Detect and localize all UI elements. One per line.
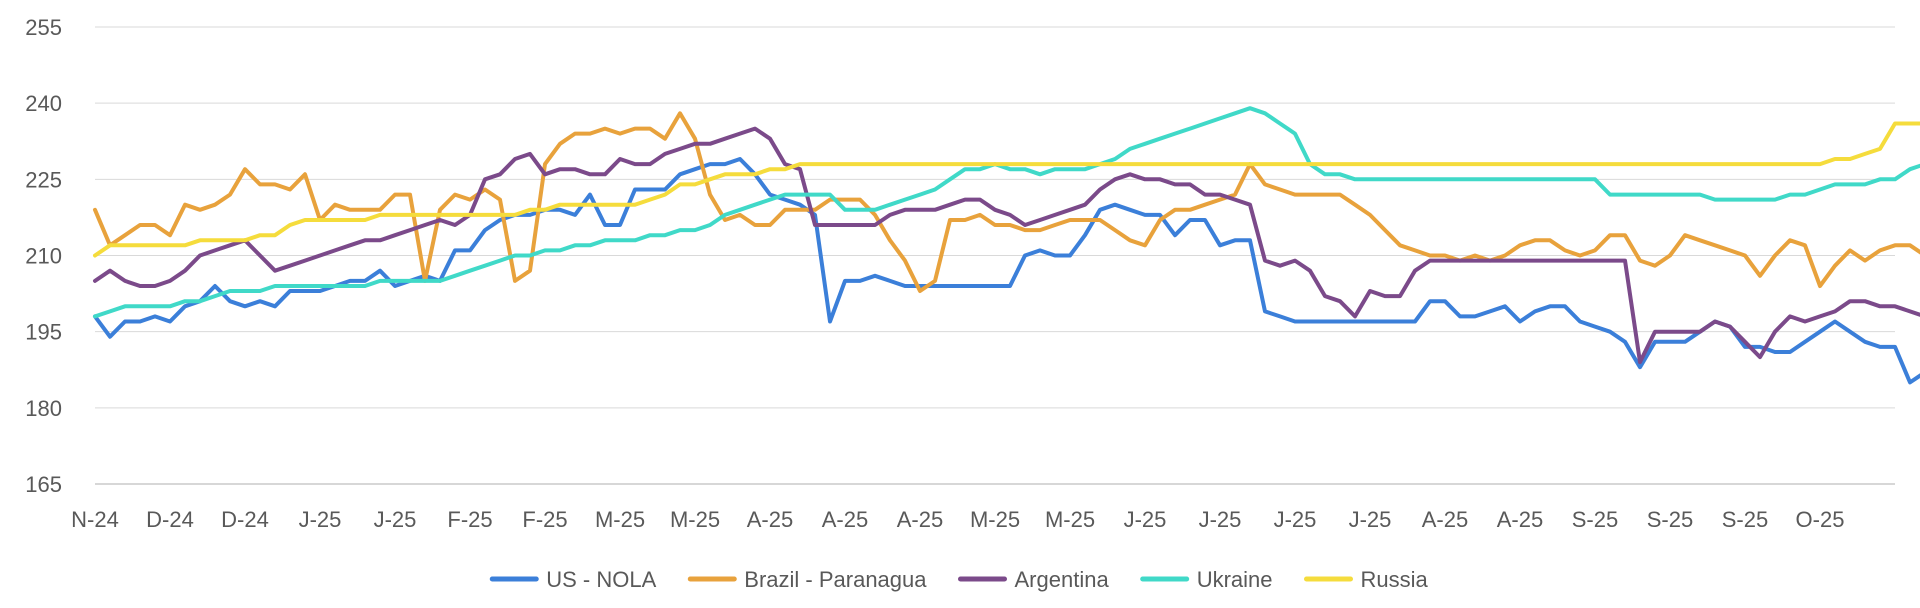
x-tick-label: N-24	[71, 507, 119, 532]
x-tick-label: J-25	[1199, 507, 1242, 532]
x-tick-label: M-25	[595, 507, 645, 532]
x-tick-label: A-25	[822, 507, 868, 532]
series-lines	[93, 106, 1920, 385]
x-tick-label: A-25	[897, 507, 943, 532]
y-tick-label: 210	[25, 244, 62, 269]
x-tick-label: J-25	[374, 507, 417, 532]
y-tick-label: 195	[25, 320, 62, 345]
x-tick-label: M-25	[970, 507, 1020, 532]
x-tick-label: A-25	[1497, 507, 1543, 532]
x-tick-label: M-25	[670, 507, 720, 532]
x-tick-label: A-25	[747, 507, 793, 532]
legend-label: Argentina	[1015, 567, 1110, 592]
y-tick-label: 225	[25, 167, 62, 192]
x-tick-label: A-25	[1422, 507, 1468, 532]
series-line-russia	[93, 121, 1920, 258]
series-line-ukraine	[93, 106, 1920, 319]
x-tick-label: D-24	[221, 507, 269, 532]
x-tick-label: S-25	[1647, 507, 1693, 532]
x-axis-tick-labels: N-24 D-24 D-24 J-25 J-25 F-25 F-25 M-25 M-25 A-25…	[71, 507, 1844, 532]
x-tick-label: D-24	[146, 507, 194, 532]
legend-label: Brazil - Paranagua	[744, 567, 927, 592]
x-tick-label: S-25	[1722, 507, 1768, 532]
x-tick-label: J-25	[1349, 507, 1392, 532]
y-tick-label: 165	[25, 472, 62, 497]
y-tick-label: 240	[25, 91, 62, 116]
series-line-argentina	[93, 126, 1920, 365]
y-tick-label: 180	[25, 396, 62, 421]
legend: US - NOLA Brazil - Paranagua Argentina Ukra…	[489, 567, 1429, 592]
x-tick-label: F-25	[447, 507, 492, 532]
x-tick-label: S-25	[1572, 507, 1618, 532]
series-line-us-nola	[93, 157, 1920, 385]
legend-label: Ukraine	[1197, 567, 1273, 592]
legend-label: Russia	[1361, 567, 1429, 592]
x-tick-label: M-25	[1045, 507, 1095, 532]
x-tick-label: F-25	[522, 507, 567, 532]
y-axis-tick-labels: 165 180 195 210 225 240 255	[25, 15, 62, 497]
x-tick-label: O-25	[1796, 507, 1845, 532]
series-line-brazil-paranagua	[93, 111, 1920, 293]
x-tick-label: J-25	[1124, 507, 1167, 532]
x-tick-label: J-25	[299, 507, 342, 532]
gridlines	[95, 26, 1895, 485]
x-tick-label: J-25	[1274, 507, 1317, 532]
legend-label: US - NOLA	[546, 567, 656, 592]
y-tick-label: 255	[25, 15, 62, 40]
